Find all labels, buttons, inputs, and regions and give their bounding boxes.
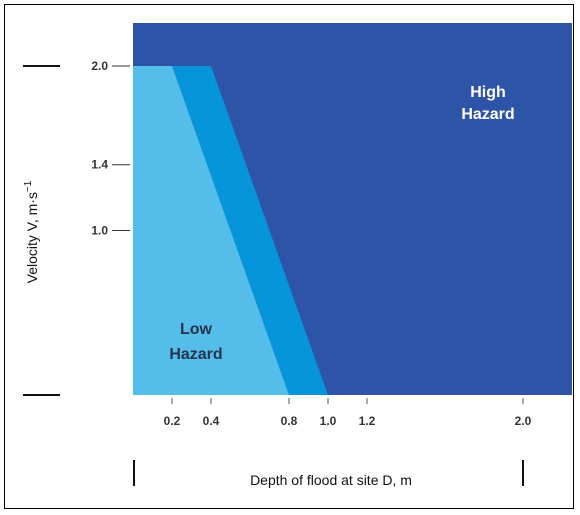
x-tick-label-2: 0.8 <box>281 414 298 428</box>
high-hazard-label-line2: Hazard <box>461 106 514 123</box>
x-axis-title: Depth of flood at site D, m <box>250 472 412 488</box>
low-hazard-label-line1: Low <box>180 321 213 338</box>
medium-hazard-region <box>172 66 328 395</box>
y-axis-ticks: 2.0 1.4 1.0 <box>91 59 130 238</box>
x-tick-label-1: 0.4 <box>203 414 220 428</box>
x-axis-ticks: 0.2 0.4 0.8 1.0 1.2 2.0 <box>164 398 532 428</box>
low-hazard-region <box>133 66 289 395</box>
y-axis-title: Velocity V, m·s−1 <box>23 180 40 283</box>
x-tick-label-5: 2.0 <box>515 414 532 428</box>
y-axis-title-exponent: −1 <box>23 180 34 192</box>
y-axis-title-main: Velocity V, m·s <box>24 192 40 283</box>
x-tick-label-4: 1.2 <box>359 414 376 428</box>
high-hazard-label-line1: High <box>470 84 506 101</box>
low-hazard-label-line2: Hazard <box>169 346 222 363</box>
y-tick-label-1: 1.4 <box>91 158 108 172</box>
figure-frame <box>4 4 574 509</box>
x-tick-label-0: 0.2 <box>164 414 181 428</box>
x-tick-label-3: 1.0 <box>320 414 337 428</box>
y-tick-label-2: 1.0 <box>91 224 108 238</box>
y-tick-label-0: 2.0 <box>91 59 108 73</box>
